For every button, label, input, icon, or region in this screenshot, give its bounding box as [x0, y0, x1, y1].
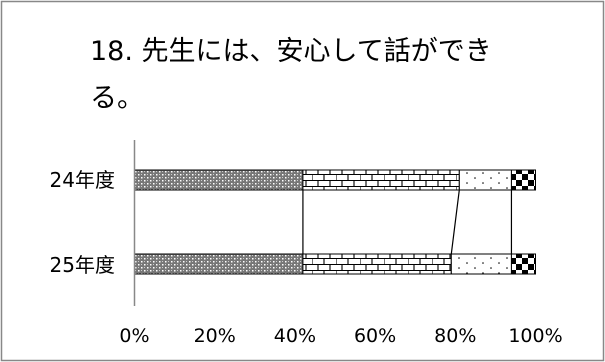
x-tick-label: 80%	[434, 325, 476, 347]
x-axis-ticks: 0% 20% 40% 60% 80% 100%	[119, 325, 562, 347]
chart-title-line-2: る。	[90, 83, 144, 114]
series-lines	[302, 189, 513, 255]
bar-segment-cat1-series4	[510, 169, 537, 191]
category-label-24: 24年度	[50, 168, 115, 192]
x-tick-label: 0%	[119, 325, 149, 347]
bar-segment-cat1-series3	[458, 169, 512, 191]
bar-segment-cat2-series1	[134, 253, 304, 275]
bar-segment-cat2-series3	[450, 253, 512, 275]
bars	[134, 169, 537, 275]
x-tick-label: 40%	[274, 325, 316, 347]
series-line-2	[450, 189, 460, 255]
bar-segment-cat2-series4	[510, 253, 537, 275]
bar-segment-cat1-series1	[134, 169, 304, 191]
x-tick-label: 60%	[354, 325, 396, 347]
chart-title-line-1: 18. 先生には、安心して話ができ	[90, 36, 492, 67]
x-tick-label: 100%	[508, 325, 562, 347]
bar-segment-cat2-series2	[302, 253, 452, 275]
category-label-25: 25年度	[50, 253, 115, 277]
x-tick-label: 20%	[194, 325, 236, 347]
bar-segment-cat1-series2	[302, 169, 460, 191]
